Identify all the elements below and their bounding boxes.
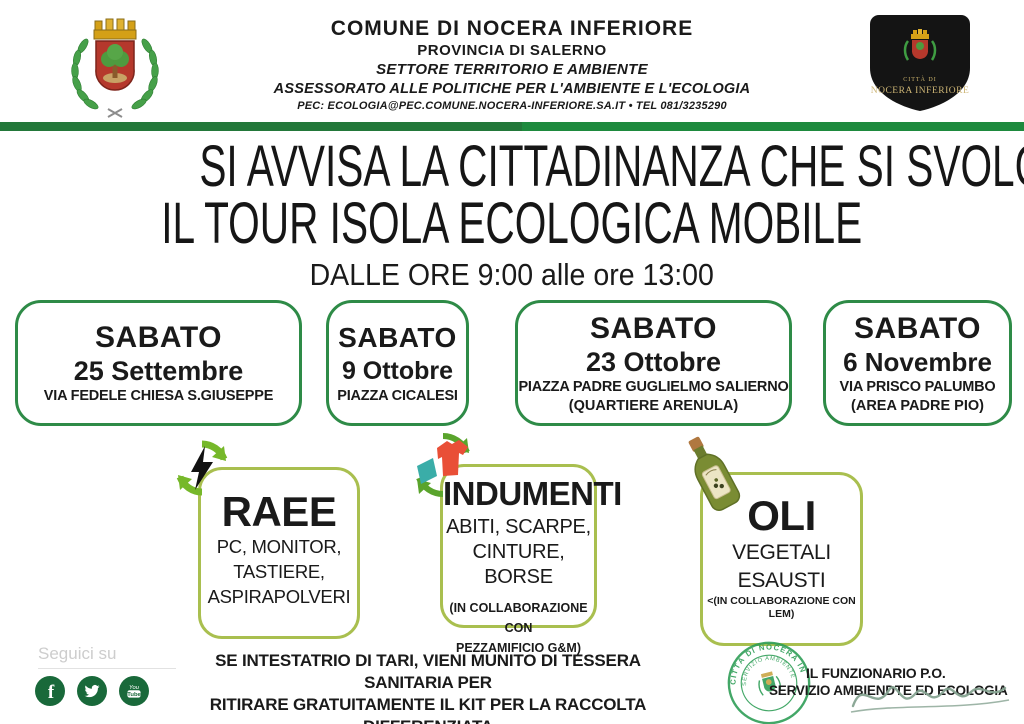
recycle-clothes-icon: [416, 433, 470, 497]
facebook-button[interactable]: f: [35, 676, 65, 706]
settore-line: SETTORE TERRITORIO E AMBIENTE: [376, 61, 648, 78]
twitter-icon: [84, 684, 100, 698]
title-line-2: IL TOUR ISOLA ECOLOGICA MOBILE: [161, 191, 863, 256]
date-box-day: SABATO: [590, 311, 717, 345]
recycle-lightning-icon: [176, 440, 228, 496]
svg-text:Tube: Tube: [127, 692, 141, 698]
category-note-line: LEM): [768, 608, 795, 620]
date-box-location: VIA FEDELE CHIESA S.GIUSEPPE: [43, 387, 274, 404]
notice-line-2: RITIRARE GRATUITAMENTE IL KIT PER LA RAC…: [209, 695, 647, 724]
oil-bottle-icon: [688, 436, 741, 511]
date-box-4: SABATO 6 Novembre VIA PRISCO PALUMBO (AR…: [823, 300, 1012, 426]
date-box-location: PIAZZA CICALESI: [337, 387, 458, 404]
header-text-block: COMUNE DI NOCERA INFERIORE PROVINCIA DI …: [200, 16, 824, 114]
date-box-date: 23 Ottobre: [585, 346, 722, 377]
svg-text:f: f: [48, 682, 55, 703]
facebook-icon: f: [48, 682, 55, 703]
provincia-line: PROVINCIA DI SALERNO: [417, 42, 607, 60]
assessorato-line: ASSESSORATO ALLE POLITICHE PER L'AMBIENT…: [273, 80, 751, 97]
comune-name: COMUNE DI NOCERA INFERIORE: [330, 17, 694, 40]
date-box-location2: (AREA PADRE PIO): [851, 397, 984, 414]
category-box-oli: OLI VEGETALI ESAUSTI <(IN COLLABORAZIONE…: [700, 472, 863, 646]
youtube-button[interactable]: You Tube: [119, 676, 149, 706]
date-box-date: 6 Novembre: [843, 346, 992, 377]
category-title: RAEE: [221, 488, 337, 535]
date-box-2: SABATO 9 Ottobre PIAZZA CICALESI: [326, 300, 469, 426]
date-box-1: SABATO 25 Settembre VIA FEDELE CHIESA S.…: [15, 300, 302, 426]
category-box-indumenti: INDUMENTI ABITI, SCARPE, CINTURE, BORSE …: [440, 464, 622, 655]
date-box-date: 25 Settembre: [73, 355, 244, 386]
title-subtitle-hours: DALLE ORE 9:00 alle ore 13:00: [309, 257, 715, 292]
category-item-line: ESAUSTI: [737, 569, 826, 592]
follow-label: Seguici su: [38, 644, 117, 663]
handwritten-signature: [850, 686, 1010, 713]
official-title: IL FUNZIONARIO P.O.: [806, 665, 946, 681]
date-box-date: 9 Ottobre: [341, 356, 454, 385]
city-shield-logo: CITTÀ DI NOCERA INFERIORE: [870, 15, 970, 111]
category-item-line: PC, MONITOR,: [216, 536, 342, 557]
crown: [93, 18, 137, 40]
header-divider-bar: [0, 122, 1024, 131]
date-box-day: SABATO: [95, 320, 222, 354]
category-title: OLI: [747, 492, 816, 539]
comune-coat-of-arms-logo: [71, 18, 159, 118]
date-box-3: SABATO 23 Ottobre PIAZZA PADRE GUGLIELMO…: [515, 300, 792, 426]
follow-divider: [38, 668, 176, 669]
category-item-line: ASPIRAPOLVERI: [207, 586, 351, 607]
category-box-raee: RAEE PC, MONITOR, TASTIERE, ASPIRAPOLVER…: [198, 467, 360, 639]
svg-text:You: You: [129, 685, 140, 691]
title-line-1: SI AVVISA LA CITTADINANZA CHE SI SVOLGER…: [199, 134, 1024, 199]
office-round-stamp: CITTÀ DI NOCERA INFERIORE SERVIZIO AMBIE…: [726, 640, 811, 724]
date-box-day: SABATO: [338, 321, 457, 353]
youtube-icon: You Tube: [127, 685, 141, 698]
category-note-line: PEZZAMIFICIO G&M): [456, 641, 581, 655]
category-note-line: (IN COLLABORAZIONE CON: [449, 601, 588, 635]
category-item-line: VEGETALI: [732, 541, 831, 564]
date-box-location: VIA PRISCO PALUMBO: [839, 378, 996, 395]
date-box-location2: (QUARTIERE ARENULA): [568, 397, 739, 414]
category-item-line: TASTIERE,: [233, 561, 325, 582]
category-item-line: CINTURE, BORSE: [472, 541, 565, 588]
pec-contact-line: PEC: ECOLOGIA@PEC.COMUNE.NOCERA-INFERIOR…: [297, 99, 727, 112]
tari-kit-notice: SE INTESTATRIO DI TARI, VIENI MUNITO DI …: [178, 650, 678, 724]
date-box-location: PIAZZA PADRE GUGLIELMO SALIERNO: [518, 378, 789, 395]
main-title-block: SI AVVISA LA CITTADINANZA CHE SI SVOLGER…: [0, 138, 1024, 293]
category-item-line: ABITI, SCARPE,: [446, 516, 591, 538]
date-box-day: SABATO: [854, 311, 981, 345]
city-shield-caption-large: NOCERA INFERIORE: [871, 86, 970, 96]
city-shield-caption-small: CITTÀ DI: [903, 75, 937, 83]
notice-line-1: SE INTESTATRIO DI TARI, VIENI MUNITO DI …: [215, 651, 641, 692]
twitter-button[interactable]: [77, 676, 107, 706]
category-title: INDUMENTI: [443, 475, 622, 512]
category-note-line: <(IN COLLABORAZIONE CON: [707, 595, 856, 607]
social-links: f You Tube: [35, 676, 149, 706]
